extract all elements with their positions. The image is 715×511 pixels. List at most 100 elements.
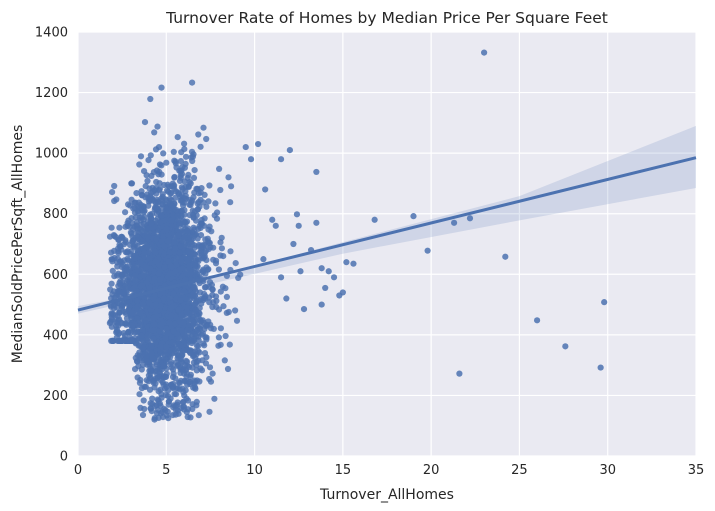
data-point <box>176 167 183 174</box>
data-point <box>123 249 131 256</box>
data-point <box>183 304 190 311</box>
data-point <box>145 157 152 164</box>
data-point <box>139 238 146 245</box>
data-point <box>136 391 143 398</box>
data-point <box>175 190 182 197</box>
data-point <box>190 319 197 326</box>
data-point <box>140 216 147 223</box>
data-point <box>137 259 144 267</box>
data-point <box>227 199 234 206</box>
data-point <box>269 216 276 223</box>
data-point <box>222 285 229 292</box>
data-point <box>108 224 115 231</box>
data-point <box>157 219 164 226</box>
data-point <box>159 414 167 421</box>
data-point <box>200 124 207 131</box>
data-point <box>138 226 145 233</box>
data-point <box>186 378 193 385</box>
data-point <box>141 119 149 126</box>
data-point <box>203 135 210 143</box>
data-point <box>325 268 332 275</box>
data-point <box>160 362 167 369</box>
data-point <box>163 225 170 232</box>
data-point <box>202 295 209 302</box>
data-point <box>133 329 140 336</box>
data-point <box>193 402 200 409</box>
y-tick-label: 200 <box>43 389 68 404</box>
data-point <box>170 183 177 190</box>
data-point <box>181 146 188 153</box>
data-point <box>206 408 213 415</box>
data-point <box>158 162 165 169</box>
data-point <box>116 309 123 316</box>
data-point <box>207 378 215 385</box>
data-point <box>139 344 146 352</box>
data-point <box>134 243 141 250</box>
data-point <box>114 255 121 262</box>
data-point <box>339 289 346 296</box>
data-point <box>139 300 146 307</box>
data-point <box>147 374 154 381</box>
data-point <box>147 152 154 159</box>
data-point <box>140 208 147 215</box>
data-point <box>195 225 202 232</box>
data-point <box>114 272 121 279</box>
data-point <box>144 323 151 330</box>
data-point <box>197 232 205 239</box>
data-point <box>141 168 148 175</box>
data-point <box>148 220 155 227</box>
data-point <box>134 297 141 304</box>
data-point <box>157 343 164 350</box>
data-point <box>156 400 163 407</box>
data-point <box>174 407 181 414</box>
data-point <box>343 259 350 266</box>
data-point <box>158 84 165 91</box>
data-point <box>297 268 304 275</box>
data-point <box>166 319 173 326</box>
data-point <box>143 264 150 271</box>
data-point <box>272 222 279 229</box>
data-point <box>206 223 213 230</box>
data-point <box>206 299 213 306</box>
data-point <box>210 244 217 251</box>
data-point <box>155 270 162 277</box>
data-point <box>159 201 166 208</box>
data-point <box>318 265 325 272</box>
data-point <box>165 258 172 265</box>
data-point <box>156 187 163 194</box>
data-point <box>148 343 155 350</box>
data-point <box>109 267 116 274</box>
data-point <box>161 264 168 271</box>
data-point <box>123 300 130 307</box>
data-point <box>172 391 180 398</box>
data-point <box>109 189 116 196</box>
data-point <box>170 383 177 390</box>
data-point <box>597 364 604 371</box>
data-point <box>204 266 211 273</box>
data-point <box>218 245 225 252</box>
data-point <box>195 412 202 419</box>
data-point <box>181 178 188 185</box>
data-point <box>180 319 187 326</box>
data-point <box>180 403 187 410</box>
data-point <box>115 250 122 257</box>
y-tick-label: 0 <box>60 450 68 465</box>
data-point <box>132 277 139 284</box>
data-point <box>208 228 215 235</box>
data-point <box>209 370 216 377</box>
data-point <box>186 233 193 240</box>
data-point <box>111 312 118 319</box>
data-point <box>187 371 194 378</box>
data-point <box>195 190 202 197</box>
data-point <box>157 302 164 309</box>
data-point <box>158 391 165 398</box>
data-point <box>128 180 135 187</box>
data-point <box>481 49 488 56</box>
data-point <box>162 196 169 203</box>
data-point <box>133 223 140 230</box>
data-point <box>200 340 207 347</box>
data-point <box>150 296 157 303</box>
data-point <box>533 317 541 324</box>
data-point <box>144 177 151 185</box>
data-point <box>169 339 176 346</box>
